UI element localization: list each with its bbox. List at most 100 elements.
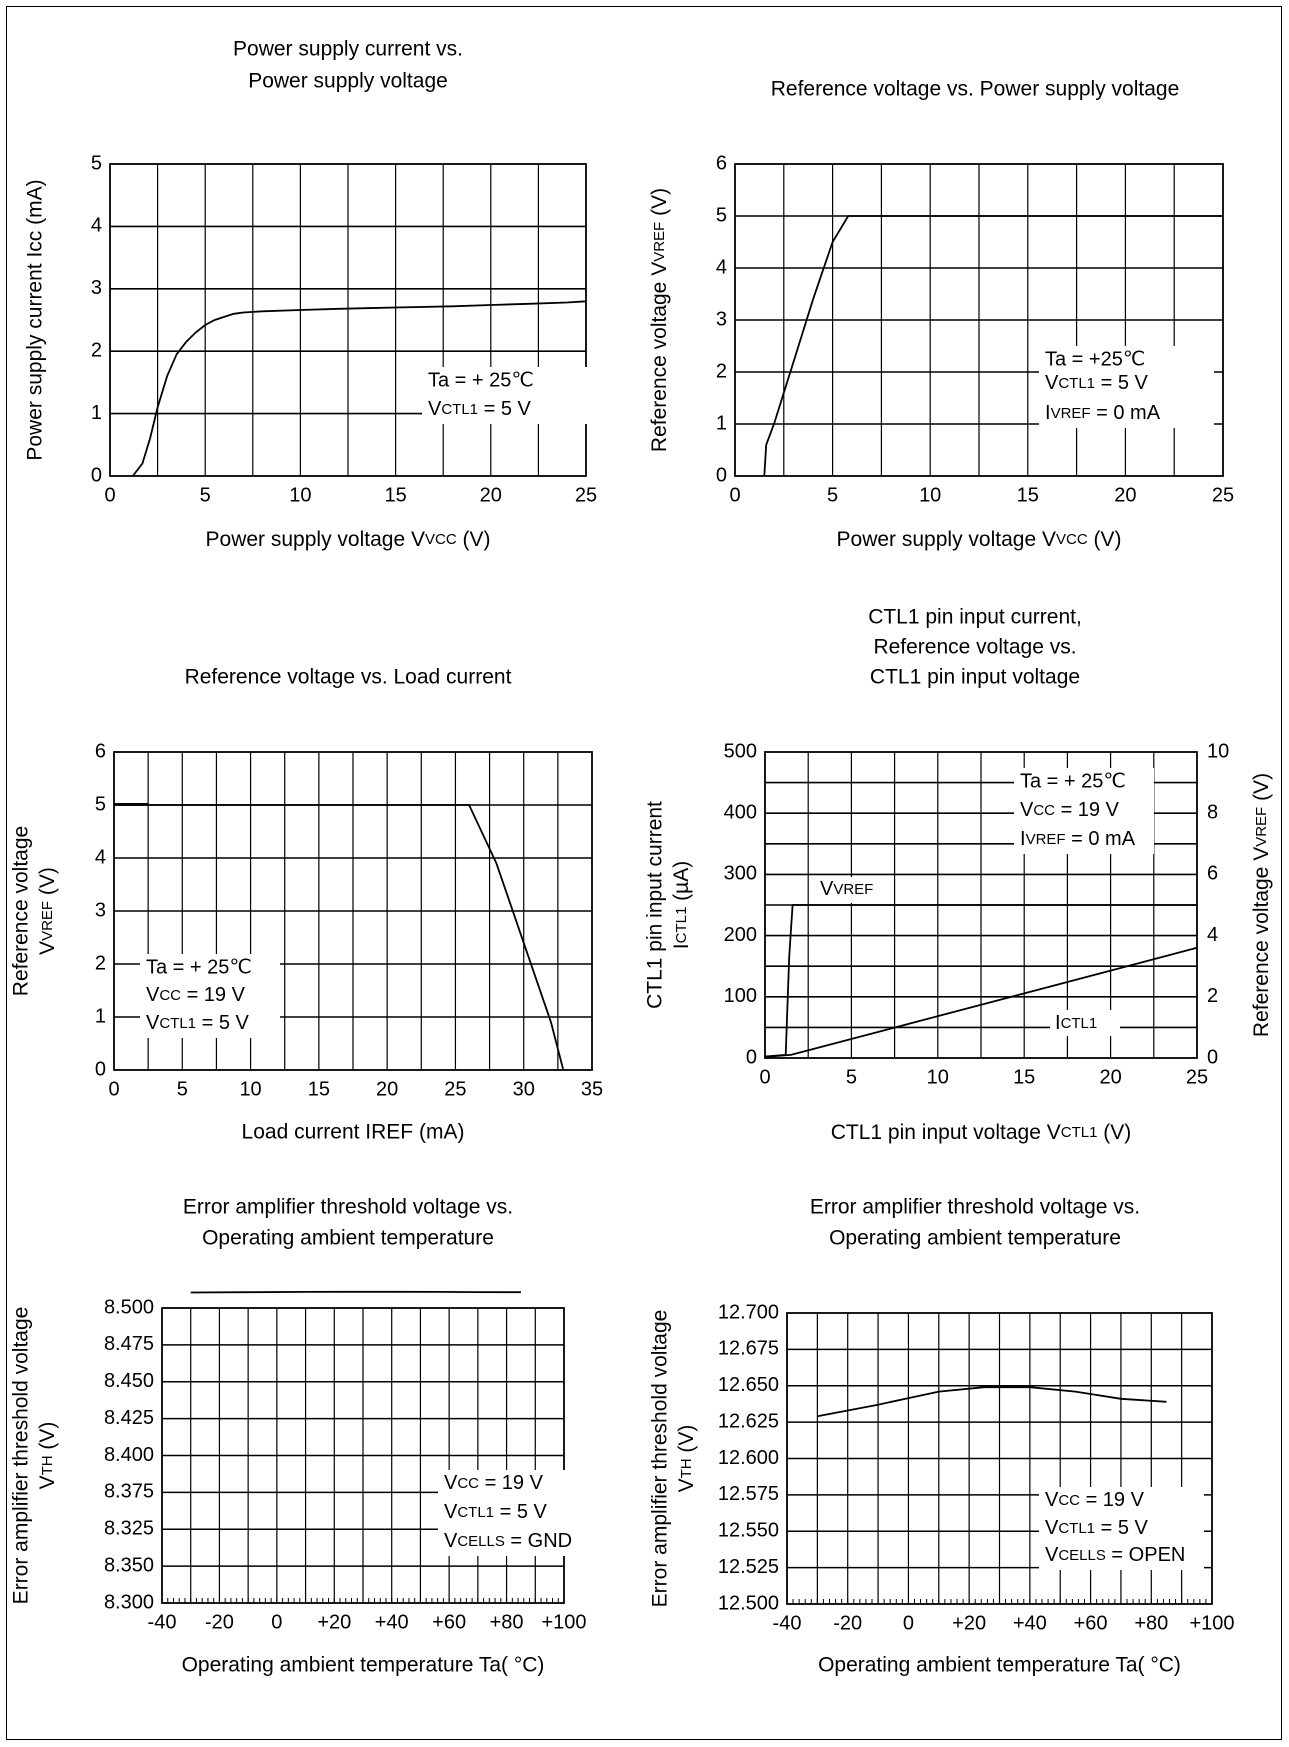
annotation-text: IVREF = 0 mA xyxy=(1045,402,1161,424)
chart-title: Reference voltage vs. Load current xyxy=(185,666,512,689)
y-tick-label: 1 xyxy=(716,412,727,434)
y-tick-label: 6 xyxy=(716,152,727,174)
x-tick-label: +20 xyxy=(952,1612,986,1634)
annotation-box xyxy=(422,367,592,424)
annotation-text: VCTL1 = 5 V xyxy=(146,1012,250,1034)
annotation-box xyxy=(438,1470,578,1556)
x-tick-label: +40 xyxy=(375,1611,409,1633)
annotation-text: Ta = + 25℃ xyxy=(1020,770,1126,792)
chart-title: Power supply voltage xyxy=(248,70,448,93)
x-tick-label: -20 xyxy=(833,1612,862,1634)
y-tick-label: 12.600 xyxy=(718,1447,779,1469)
y-axis-label: VTH (V) xyxy=(36,1422,59,1490)
chart-title: Operating ambient temperature xyxy=(829,1227,1121,1250)
chart-c6: Error amplifier threshold voltage vs. Ope… xyxy=(649,1196,1235,1677)
x-tick-label: 10 xyxy=(289,484,311,506)
y-tick-label: 1 xyxy=(95,1005,106,1027)
y2-tick-label: 2 xyxy=(1207,985,1218,1007)
annotation-box xyxy=(1039,346,1214,428)
y2-tick-label: 6 xyxy=(1207,863,1218,885)
series-line xyxy=(190,1290,521,1294)
x-tick-label: 20 xyxy=(480,484,502,506)
annotation-text: VCC = 19 V xyxy=(146,984,246,1006)
y-axis-label: Error amplifier threshold voltage xyxy=(10,1307,33,1605)
x-tick-label: +80 xyxy=(1134,1612,1168,1634)
y-tick-label: 12.525 xyxy=(718,1556,779,1578)
chart-c4: CTL1 pin input current, Reference voltage… xyxy=(644,606,1273,1144)
y-tick-label: 4 xyxy=(716,256,727,278)
y-tick-label: 4 xyxy=(95,846,106,868)
y-tick-label: 0 xyxy=(716,464,727,486)
y-tick-label: 0 xyxy=(91,464,102,486)
plot-frame xyxy=(161,1307,565,1604)
series-label: VVREF xyxy=(820,878,873,900)
series-line xyxy=(764,946,1198,1058)
y-tick-label: 500 xyxy=(724,740,757,762)
chart-c2: Reference voltage vs. Power supply volta… xyxy=(648,78,1235,551)
y-tick-label: 8.400 xyxy=(104,1444,154,1466)
x-tick-label: 5 xyxy=(827,484,838,506)
x-tick-label: -20 xyxy=(205,1611,234,1633)
annotation-box xyxy=(140,954,280,1038)
y-axis-label: Reference voltage xyxy=(10,826,33,996)
x-tick-label: 10 xyxy=(919,484,941,506)
page-frame xyxy=(6,6,1282,1740)
chart-title: Error amplifier threshold voltage vs. xyxy=(810,1196,1140,1219)
series-label-bg xyxy=(1050,1010,1120,1036)
y-axis-label: ICTL1 (µA) xyxy=(670,861,693,949)
y-tick-label: 1 xyxy=(91,402,102,424)
x-tick-label: -40 xyxy=(148,1611,177,1633)
y-axis-label: CTL1 pin input current xyxy=(644,801,667,1009)
y-tick-label: 8.475 xyxy=(104,1333,154,1355)
chart-title: Power supply current vs. xyxy=(233,38,463,61)
x-tick-label: +20 xyxy=(317,1611,351,1633)
x-axis-label: Operating ambient temperature Ta( °C) xyxy=(182,1654,545,1677)
x-tick-label: 10 xyxy=(927,1066,949,1088)
x-axis-label: Operating ambient temperature Ta( °C) xyxy=(818,1654,1181,1677)
series-line xyxy=(132,300,587,477)
x-tick-label: 0 xyxy=(108,1078,119,1100)
y-tick-label: 5 xyxy=(91,152,102,174)
x-tick-label: +100 xyxy=(1189,1612,1234,1634)
x-axis-label: Load current IREF (mA) xyxy=(242,1121,465,1144)
annotation-text: VCC = 19 V xyxy=(1020,799,1120,821)
x-tick-label: 0 xyxy=(104,484,115,506)
x-axis-label: Power supply voltage VVCC (V) xyxy=(206,528,491,551)
y-tick-label: 3 xyxy=(91,277,102,299)
chart-title: Error amplifier threshold voltage vs. xyxy=(183,1196,513,1219)
plot-frame xyxy=(734,163,1224,477)
x-tick-label: 0 xyxy=(271,1611,282,1633)
x-tick-label: +40 xyxy=(1013,1612,1047,1634)
y-tick-label: 8.325 xyxy=(104,1518,154,1540)
annotation-text: VCTL1 = 5 V xyxy=(1045,372,1149,394)
x-tick-label: 10 xyxy=(239,1078,261,1100)
y-tick-label: 8.375 xyxy=(104,1481,154,1503)
y-axis-label: Power supply current Icc (mA) xyxy=(24,179,47,460)
x-tick-label: -40 xyxy=(773,1612,802,1634)
x-tick-label: 5 xyxy=(846,1066,857,1088)
series-line xyxy=(817,1386,1167,1418)
chart-title: CTL1 pin input voltage xyxy=(870,666,1080,689)
y-tick-label: 2 xyxy=(716,360,727,382)
plot-frame xyxy=(786,1312,1213,1605)
chart-title: Reference voltage vs. Power supply volta… xyxy=(771,78,1180,101)
y-axis-label: VTH (V) xyxy=(675,1425,698,1493)
x-tick-label: +80 xyxy=(490,1611,524,1633)
y2-tick-label: 4 xyxy=(1207,924,1218,946)
y-tick-label: 8.425 xyxy=(104,1407,154,1429)
x-tick-label: 5 xyxy=(177,1078,188,1100)
x-tick-label: 15 xyxy=(1017,484,1039,506)
y-tick-label: 0 xyxy=(95,1058,106,1080)
annotation-box xyxy=(1039,1487,1204,1570)
y-tick-label: 12.625 xyxy=(718,1410,779,1432)
y-tick-label: 4 xyxy=(91,215,102,237)
annotation-text: VCELLS = GND xyxy=(444,1530,572,1552)
x-tick-label: 25 xyxy=(575,484,597,506)
y-tick-label: 5 xyxy=(95,793,106,815)
y-tick-label: 12.575 xyxy=(718,1483,779,1505)
plot-frame xyxy=(113,751,593,1071)
x-axis-label: Power supply voltage VVCC (V) xyxy=(837,528,1122,551)
y-tick-label: 8.350 xyxy=(104,1554,154,1576)
x-tick-label: 15 xyxy=(384,484,406,506)
